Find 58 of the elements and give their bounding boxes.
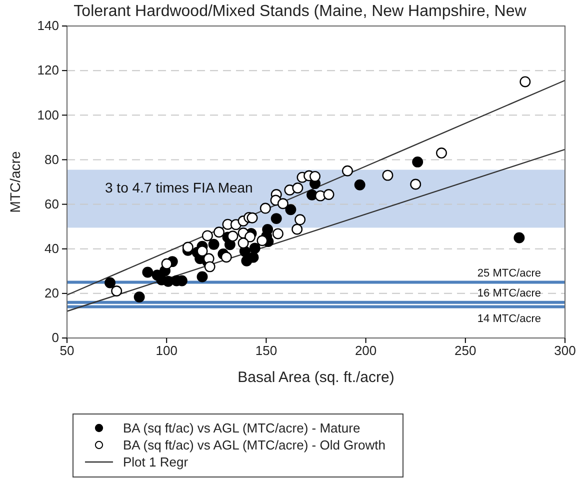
point bbox=[260, 202, 271, 214]
point bbox=[161, 258, 172, 270]
point bbox=[412, 156, 424, 168]
point bbox=[342, 165, 353, 176]
point bbox=[246, 212, 258, 224]
point bbox=[142, 266, 154, 278]
point bbox=[134, 292, 145, 302]
point bbox=[310, 170, 320, 182]
point bbox=[382, 170, 394, 181]
point bbox=[354, 179, 366, 190]
y-tick-label: 0 bbox=[52, 330, 59, 346]
point bbox=[514, 232, 525, 244]
y-tick-label: 60 bbox=[44, 196, 59, 212]
ref-line-label: 14 MTC/acre bbox=[477, 312, 541, 325]
legend-label: Plot 1 Regr bbox=[123, 454, 189, 470]
x-tick-label: 150 bbox=[255, 343, 278, 358]
legend-label: BA (sq ft/ac) vs AGL (MTC/acre) - Old Growth bbox=[123, 438, 386, 452]
y-tick-label: 80 bbox=[44, 152, 59, 167]
ref-line-label: 16 MTC/acre bbox=[477, 287, 541, 300]
point bbox=[196, 246, 208, 257]
y-tick-label: 40 bbox=[44, 241, 59, 256]
point bbox=[294, 214, 306, 226]
legend-label: BA (sq ft/ac) vs AGL (MTC/acre) - Mature bbox=[123, 420, 360, 436]
point bbox=[182, 242, 194, 253]
point bbox=[104, 277, 116, 288]
point bbox=[270, 213, 282, 224]
point bbox=[285, 204, 296, 216]
x-tick-label: 300 bbox=[554, 343, 576, 358]
y-tick-label: 120 bbox=[37, 62, 59, 78]
point bbox=[262, 224, 274, 235]
x-tick-label: 50 bbox=[60, 343, 74, 358]
ref-line-label: 25 MTC/acre bbox=[477, 267, 541, 280]
point bbox=[196, 271, 208, 282]
point bbox=[323, 189, 334, 200]
point bbox=[248, 252, 259, 263]
x-tick-label: 250 bbox=[454, 343, 476, 358]
point bbox=[256, 235, 268, 246]
point bbox=[214, 226, 224, 238]
point bbox=[277, 198, 288, 210]
point bbox=[220, 252, 232, 263]
y-axis-title: MTC/acre bbox=[7, 151, 23, 213]
point bbox=[227, 230, 238, 242]
point bbox=[292, 182, 304, 194]
y-tick-label: 100 bbox=[37, 107, 59, 122]
point bbox=[292, 224, 303, 235]
x-axis-title: Basal Area (sq. ft./acre) bbox=[238, 369, 394, 386]
band-label: 3 to 4.7 times FIA Mean bbox=[105, 180, 253, 196]
point bbox=[249, 242, 260, 254]
point bbox=[204, 261, 216, 272]
point bbox=[208, 238, 220, 250]
chart-title: Tolerant Hardwood/Mixed Stands (Maine, New Hampshire, New bbox=[74, 3, 527, 20]
point bbox=[244, 231, 256, 242]
y-tick-label: 20 bbox=[44, 286, 59, 301]
y-tick-label: 140 bbox=[37, 18, 59, 34]
point bbox=[202, 230, 213, 242]
x-tick-label: 100 bbox=[156, 343, 178, 358]
x-tick-label: 200 bbox=[354, 343, 377, 358]
point bbox=[410, 178, 422, 190]
